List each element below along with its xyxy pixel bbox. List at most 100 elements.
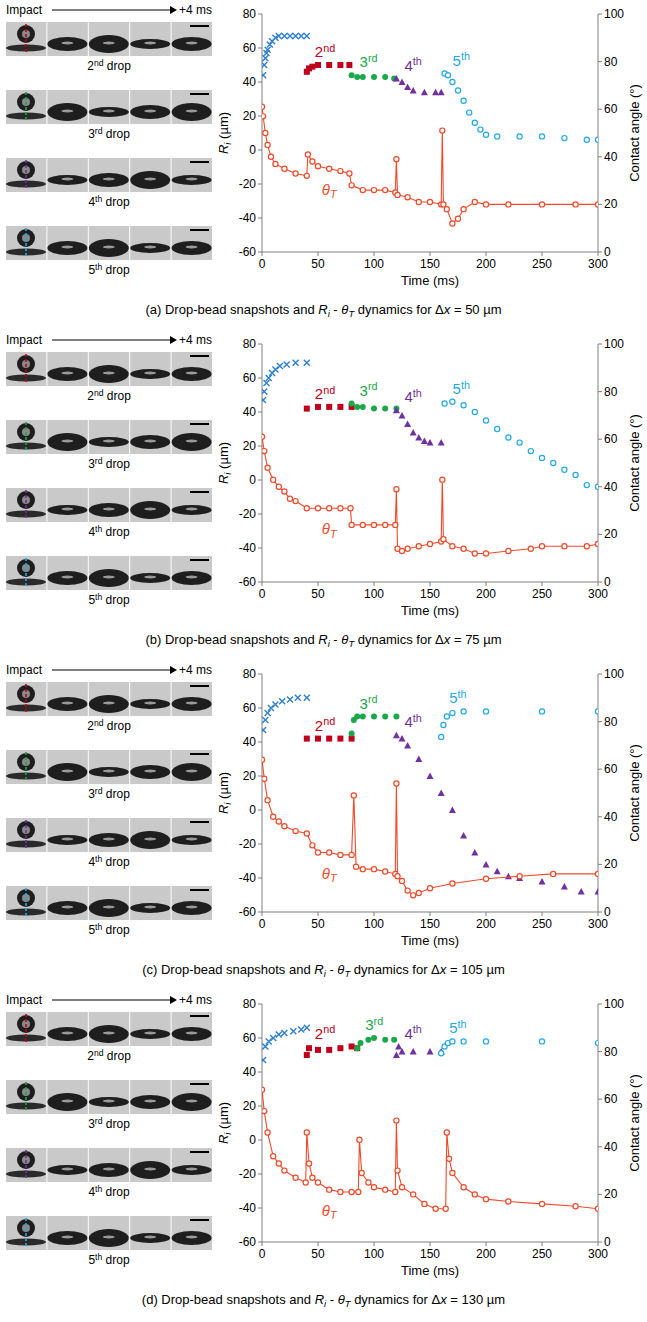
- snapshot-frame: [89, 488, 129, 522]
- drop-axis: [25, 24, 27, 54]
- bead: [47, 1027, 87, 1041]
- y2-tick: [598, 912, 602, 913]
- bead: [130, 699, 170, 709]
- y-tick-label: -20: [239, 1167, 257, 1181]
- x-tick: [318, 582, 319, 586]
- marker-circle: [455, 216, 460, 221]
- y2-tick: [598, 534, 602, 535]
- marker-circle: [265, 798, 270, 803]
- y-tick: [258, 184, 262, 185]
- series: [304, 404, 355, 412]
- marker-circle: [360, 867, 365, 872]
- x-tick-label: 300: [588, 587, 608, 601]
- snapshot-label: 2nd drop: [87, 718, 131, 733]
- y-tick: [258, 48, 262, 49]
- drop-axis: [25, 684, 27, 714]
- marker-circle: [416, 199, 421, 204]
- marker-circle: [315, 850, 320, 855]
- bead: [47, 571, 87, 585]
- y-tick-label: -60: [239, 1235, 257, 1249]
- bead-highlight: [61, 246, 73, 249]
- marker-circle: [382, 714, 388, 720]
- marker-triangle: [410, 1048, 417, 1055]
- marker-x: [287, 697, 293, 703]
- marker-circle: [506, 435, 511, 440]
- marker-triangle: [427, 439, 434, 446]
- marker-circle: [405, 195, 410, 200]
- marker-triangle: [393, 75, 400, 82]
- marker-circle: [439, 1051, 444, 1056]
- snapshot-frame: [6, 226, 46, 260]
- marker-circle: [394, 487, 399, 492]
- marker-circle: [263, 130, 268, 135]
- snapshot-frame: [130, 1012, 170, 1046]
- bead: [47, 433, 87, 451]
- marker-triangle: [421, 437, 428, 444]
- bead: [47, 1165, 87, 1175]
- scale-bar: [190, 1219, 209, 1221]
- marker-x: [266, 375, 272, 381]
- marker-circle: [394, 781, 399, 786]
- bead: [89, 833, 129, 847]
- y-tick-label: -40: [239, 211, 257, 225]
- bead: [130, 1029, 170, 1039]
- marker-circle: [327, 506, 332, 511]
- marker-circle: [450, 79, 455, 84]
- marker-x: [276, 33, 282, 39]
- marker-circle: [472, 551, 477, 556]
- snapshot-start-label: Impact: [6, 993, 43, 1007]
- marker-circle: [573, 1204, 578, 1209]
- snapshot-frame: [47, 818, 87, 852]
- y2-tick: [598, 1146, 602, 1147]
- marker-circle: [595, 137, 598, 142]
- bead: [172, 1093, 212, 1111]
- marker-circle: [304, 1130, 309, 1135]
- marker-circle: [450, 1170, 455, 1175]
- y2-tick-label: 60: [604, 1092, 618, 1106]
- marker-circle: [461, 546, 466, 551]
- bead-highlight: [61, 508, 73, 511]
- marker-circle: [595, 541, 598, 546]
- marker-circle: [354, 714, 360, 720]
- marker-x: [304, 360, 310, 366]
- bead: [89, 1025, 129, 1043]
- bead-highlight: [61, 770, 73, 773]
- drop-axis: [25, 92, 27, 122]
- snapshot-frame: [6, 1012, 46, 1046]
- marker-circle: [271, 814, 276, 819]
- marker-square: [326, 62, 332, 68]
- series: [393, 1043, 445, 1058]
- y-axis-title: Ri (µm): [216, 772, 233, 814]
- snapshot-frame: [89, 1012, 129, 1046]
- snapshot-frame: [47, 886, 87, 920]
- y2-tick: [598, 204, 602, 205]
- marker-circle: [382, 74, 388, 80]
- marker-circle: [461, 403, 466, 408]
- snapshot-frame: [6, 1080, 46, 1114]
- y-tick-label: 60: [243, 1031, 257, 1045]
- panel-caption: (a) Drop-bead snapshots and Ri - θT dyna…: [145, 302, 501, 319]
- marker-circle: [399, 548, 404, 553]
- marker-circle: [539, 709, 544, 714]
- series: [439, 1039, 598, 1056]
- x-tick: [374, 912, 375, 916]
- x-tick-label: 100: [364, 257, 384, 271]
- bead-highlight: [103, 1032, 115, 1035]
- marker-circle: [467, 110, 472, 115]
- axes: 050100150200250300-60-40-200204060800204…: [216, 7, 642, 288]
- x-tick: [262, 912, 263, 916]
- x-tick: [318, 1242, 319, 1246]
- time-arrow-head: [170, 996, 177, 1004]
- bead: [89, 1163, 129, 1177]
- marker-triangle: [404, 742, 411, 749]
- y-tick-label: 40: [243, 735, 257, 749]
- snapshot-frame: [6, 352, 46, 386]
- scale-bar: [190, 93, 209, 95]
- bead-highlight: [186, 440, 198, 443]
- marker-circle: [262, 434, 265, 439]
- bead: [172, 571, 212, 585]
- y-tick-label: 80: [243, 997, 257, 1011]
- x-tick: [262, 252, 263, 256]
- y2-tick: [598, 864, 602, 865]
- snapshot-frame: [6, 556, 46, 590]
